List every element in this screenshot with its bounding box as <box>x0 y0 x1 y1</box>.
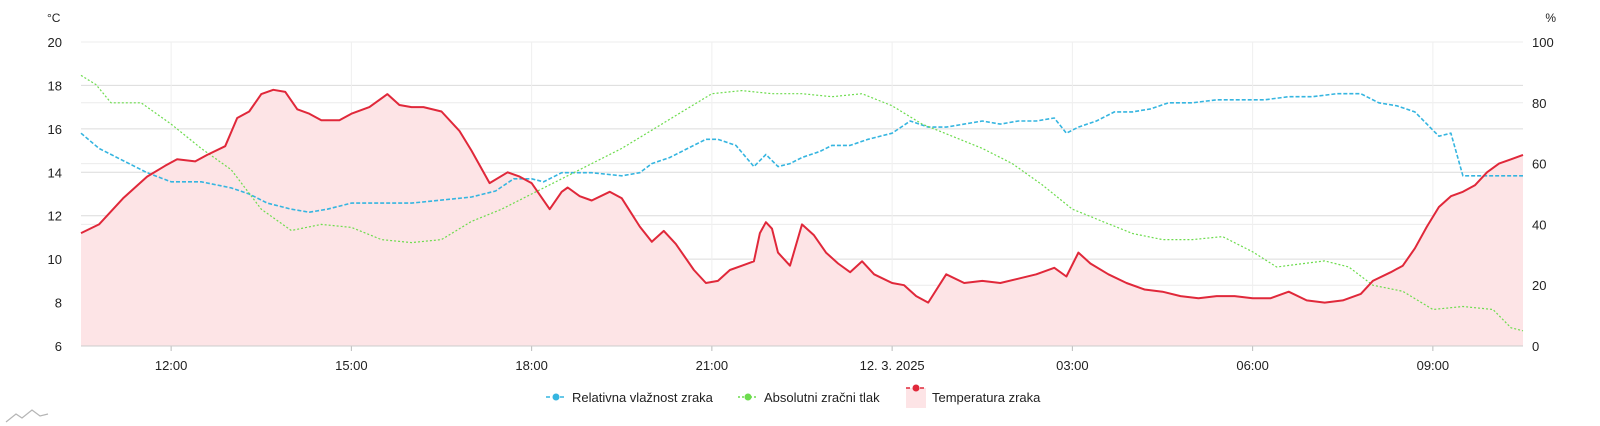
x-tick-label: 09:00 <box>1417 358 1450 373</box>
temperature-line[interactable] <box>80 88 1524 304</box>
pressure-line[interactable] <box>80 74 1524 332</box>
left-tick-label: 10 <box>48 252 62 267</box>
x-tick-label: 03:00 <box>1056 358 1089 373</box>
right-tick-label: 80 <box>1532 96 1546 111</box>
left-tick-label: 12 <box>48 209 62 224</box>
legend-item-humidity[interactable]: Relativna vlažnost zraka <box>546 390 714 405</box>
area-fills <box>81 89 1523 347</box>
legend-temperature-label: Temperatura zraka <box>932 390 1041 405</box>
legend-pressure-dot <box>744 393 752 401</box>
right-tick-label: 20 <box>1532 278 1546 293</box>
legend-item-temperature[interactable]: Temperatura zraka <box>906 384 1041 409</box>
legend-humidity-label: Relativna vlažnost zraka <box>572 390 714 405</box>
left-tick-label: 14 <box>48 165 62 180</box>
x-tick-label: 21:00 <box>696 358 729 373</box>
legend-item-pressure[interactable]: Absolutni zračni tlak <box>738 390 880 405</box>
right-tick-label: 100 <box>1532 35 1554 50</box>
logo-icon <box>5 409 49 423</box>
legend-temperature-dot <box>912 384 920 392</box>
x-tick-label: 06:00 <box>1236 358 1269 373</box>
left-tick-label: 6 <box>55 339 62 354</box>
x-tick-label: 15:00 <box>335 358 368 373</box>
legend: Relativna vlažnost zraka Absolutni zračn… <box>546 384 1041 409</box>
right-axis-unit: % <box>1545 11 1556 25</box>
series-lines <box>80 74 1524 332</box>
left-tick-label: 18 <box>48 78 62 93</box>
x-tick-label: 12. 3. 2025 <box>860 358 925 373</box>
right-tick-label: 0 <box>1532 339 1539 354</box>
left-tick-label: 20 <box>48 35 62 50</box>
legend-humidity-dot <box>552 393 560 401</box>
x-tick-label: 12:00 <box>155 358 188 373</box>
axes: °C % 20 18 16 14 12 10 8 6 100 80 60 40 20 0 12:00 15:0… <box>47 11 1556 373</box>
x-tick-label: 18:00 <box>515 358 548 373</box>
logo-mark <box>5 409 49 423</box>
left-axis-unit: °C <box>47 11 61 25</box>
temperature-area <box>81 89 1523 347</box>
legend-pressure-label: Absolutni zračni tlak <box>764 390 880 405</box>
left-tick-label: 8 <box>55 296 62 311</box>
legend-temperature-swatch <box>906 388 926 408</box>
left-tick-label: 16 <box>48 122 62 137</box>
right-tick-label: 40 <box>1532 217 1546 232</box>
right-tick-label: 60 <box>1532 157 1546 172</box>
